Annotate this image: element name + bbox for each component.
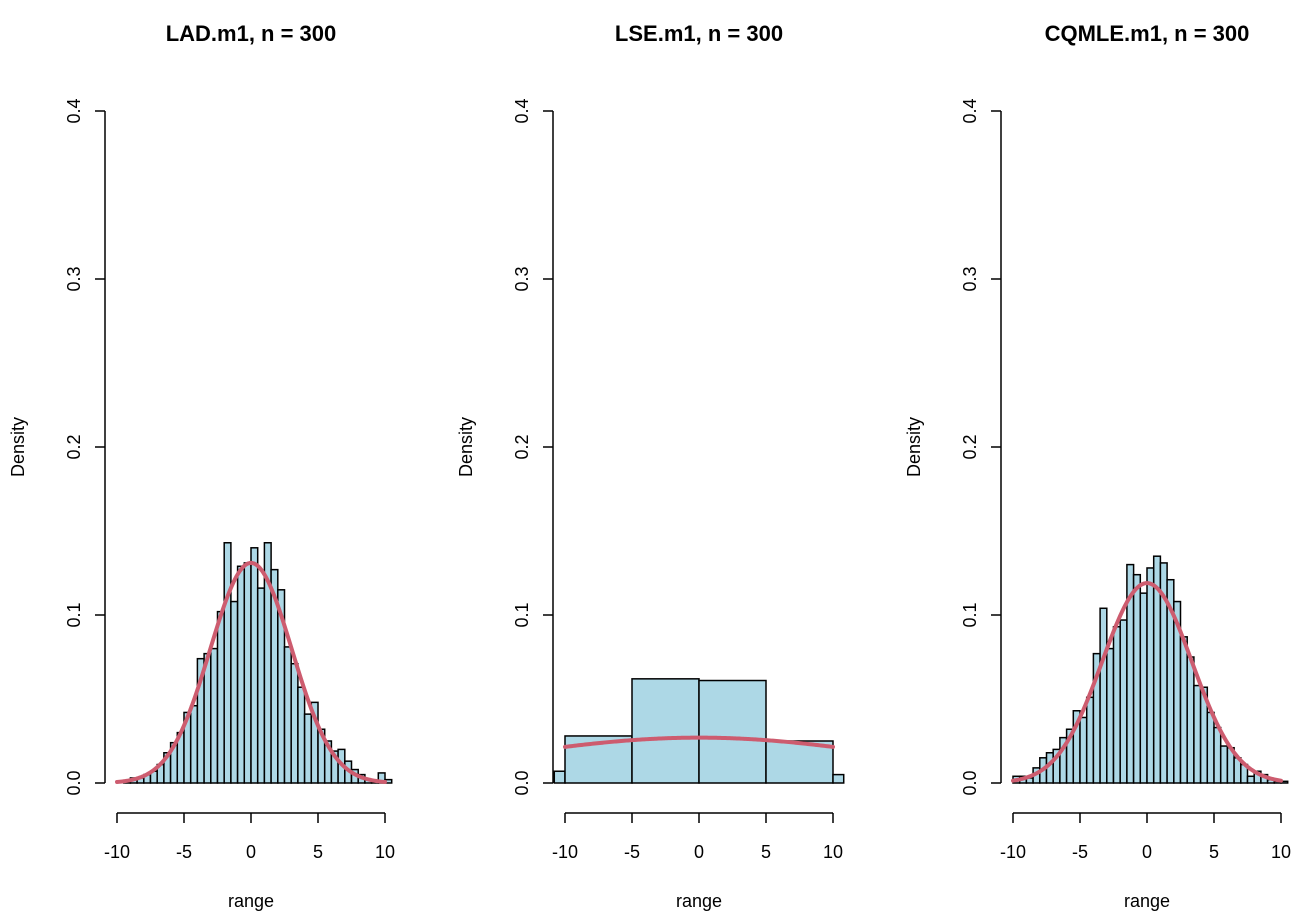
y-axis-label: Density (904, 417, 924, 477)
panel-cqmle: CQMLE.m1, n = 300 Density range 0.0 0.1 … (904, 21, 1291, 911)
x-tick-label: -10 (1000, 842, 1026, 862)
x-axis (1012, 812, 1282, 823)
histogram-bar (1132, 573, 1142, 784)
y-tick-label: 0.4 (512, 98, 532, 123)
histogram-bar (1119, 619, 1128, 784)
histogram-bar (210, 647, 219, 784)
x-tick-labels: -10 -5 0 5 10 (1000, 842, 1291, 862)
x-tick-label: 10 (1271, 842, 1291, 862)
histogram-bar (765, 740, 834, 784)
y-axis-label: Density (456, 417, 476, 477)
histogram-bar (1219, 745, 1229, 784)
y-tick-label: 0.2 (512, 434, 532, 459)
y-tick-label: 0.2 (960, 434, 980, 459)
x-tick-label: 5 (313, 842, 323, 862)
bars (122, 542, 393, 784)
panel-lse: LSE.m1, n = 300 Density range 0.0 0.1 0.… (456, 21, 845, 911)
y-tick-label: 0.0 (512, 770, 532, 795)
y-tick-label: 0.1 (64, 602, 84, 627)
histogram-bar (1213, 726, 1222, 784)
y-axis (543, 110, 554, 784)
histogram-bar (1106, 647, 1115, 784)
x-tick-label: 10 (375, 842, 395, 862)
histogram-bar (553, 770, 566, 784)
histogram-bar (631, 678, 700, 784)
panel-title: CQMLE.m1, n = 300 (1045, 21, 1250, 46)
x-tick-label: 10 (823, 842, 843, 862)
x-tick-label: -5 (624, 842, 640, 862)
y-tick-label: 0.2 (64, 434, 84, 459)
x-tick-label: 0 (1142, 842, 1152, 862)
histogram-bar (1139, 592, 1148, 784)
x-tick-label: -10 (552, 842, 578, 862)
histogram-bar (230, 600, 239, 784)
histogram-bar (250, 547, 259, 784)
histogram-bar (1193, 684, 1202, 784)
x-tick-labels: -10 -5 0 5 10 (104, 842, 395, 862)
y-tick-labels: 0.0 0.1 0.2 0.3 0.4 (512, 98, 532, 795)
panel-title: LAD.m1, n = 300 (166, 21, 337, 46)
x-axis-label: range (676, 891, 722, 911)
y-tick-labels: 0.0 0.1 0.2 0.3 0.4 (960, 98, 980, 795)
panel-title: LSE.m1, n = 300 (615, 21, 783, 46)
histogram-bar (1112, 626, 1121, 784)
y-tick-label: 0.0 (64, 770, 84, 795)
y-axis-label: Density (8, 417, 28, 477)
y-tick-label: 0.1 (512, 602, 532, 627)
y-tick-label: 0.4 (960, 98, 980, 123)
y-tick-label: 0.3 (512, 266, 532, 291)
x-axis (564, 812, 834, 823)
x-axis-label: range (228, 891, 274, 911)
histogram-bar (1206, 711, 1215, 784)
density-curve (1011, 581, 1283, 783)
x-tick-label: -10 (104, 842, 130, 862)
bars (1012, 555, 1289, 784)
density-curve (115, 560, 387, 784)
histogram-bar (297, 686, 306, 784)
y-axis (95, 110, 106, 784)
histogram-bar (1146, 567, 1155, 784)
y-axis (991, 110, 1002, 784)
histogram-bar (303, 713, 313, 784)
bars (553, 678, 845, 784)
x-axis-label: range (1124, 891, 1170, 911)
histogram-bar (1099, 607, 1108, 784)
histogram-bar (1186, 656, 1195, 784)
histogram-bar (236, 565, 246, 784)
histogram-bar (1179, 636, 1188, 784)
x-tick-label: 5 (1209, 842, 1219, 862)
histogram-bar (243, 562, 252, 784)
x-tick-label: 0 (246, 842, 256, 862)
histogram-bar (290, 662, 299, 784)
y-tick-label: 0.0 (960, 770, 980, 795)
histogram-bar (1085, 696, 1095, 784)
y-tick-label: 0.1 (960, 602, 980, 627)
y-tick-label: 0.4 (64, 98, 84, 123)
histogram-bar (1079, 716, 1088, 784)
histogram-bar (256, 587, 266, 784)
panel-lad: LAD.m1, n = 300 Density range 0.0 0.1 0.… (8, 21, 395, 911)
histogram-bar (832, 773, 845, 784)
histogram-bar (203, 652, 212, 784)
y-tick-label: 0.3 (960, 266, 980, 291)
histogram-bar (189, 704, 199, 784)
histogram-bar (283, 646, 292, 784)
density-curve (563, 735, 835, 749)
histogram-bar (1246, 775, 1255, 784)
x-tick-label: 0 (694, 842, 704, 862)
histogram-bar (698, 679, 767, 784)
y-tick-labels: 0.0 0.1 0.2 0.3 0.4 (64, 98, 84, 795)
x-tick-label: -5 (1072, 842, 1088, 862)
x-tick-label: -5 (176, 842, 192, 862)
x-tick-label: 5 (761, 842, 771, 862)
histogram-bar (223, 542, 232, 784)
y-tick-label: 0.3 (64, 266, 84, 291)
x-axis (116, 812, 386, 823)
x-tick-labels: -10 -5 0 5 10 (552, 842, 843, 862)
histogram-bar (216, 610, 225, 784)
